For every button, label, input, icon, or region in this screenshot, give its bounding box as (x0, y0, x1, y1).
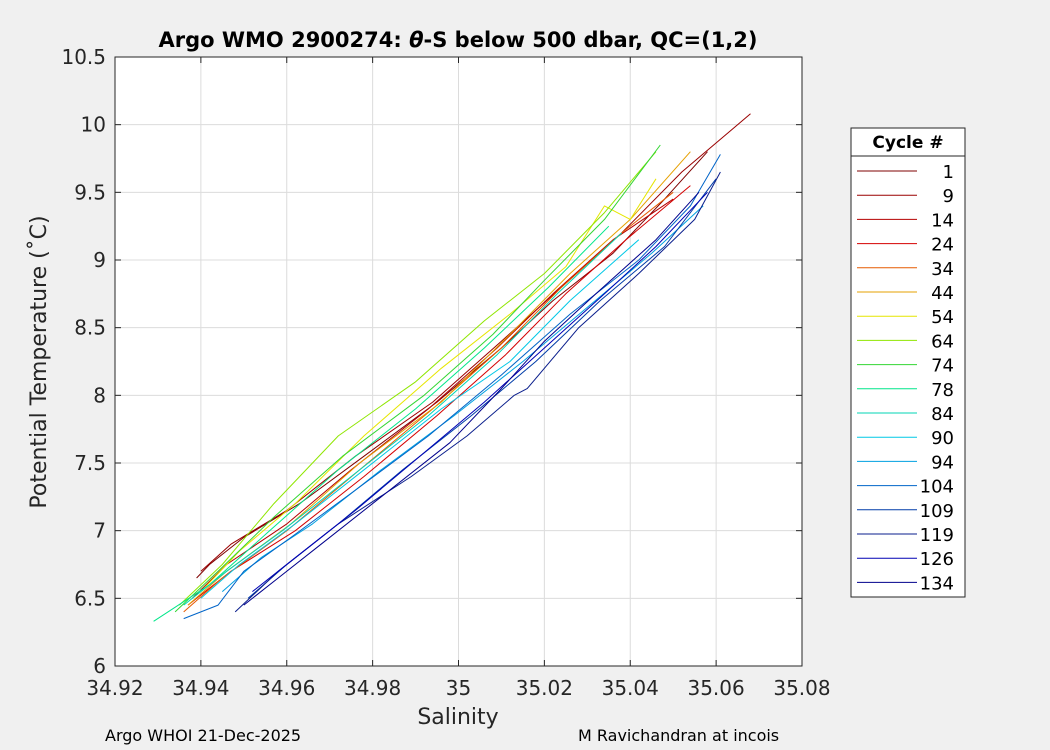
legend-items: 1 9 14 24 34 44 54 64 74 78 84 90 94 104 109 119 126 134 (857, 162, 954, 594)
footer-right: M Ravichandran at incois (578, 726, 780, 745)
series-line-cycle-1 (196, 151, 708, 579)
legend-label-24: 24 (931, 235, 954, 256)
legend-label-90: 90 (931, 428, 954, 449)
series-line-cycle-134 (243, 191, 700, 606)
chart-title: Argo WMO 2900274: θ-S below 500 dbar, QC… (158, 28, 757, 52)
footer-left: Argo WHOI 21-Dec-2025 (105, 726, 302, 745)
series-lines (153, 113, 751, 622)
y-tick-label: 10 (81, 113, 106, 137)
x-tick-label: 35 (446, 676, 471, 700)
x-tick-label: 35.02 (516, 676, 573, 700)
series-line-cycle-90 (200, 239, 640, 599)
legend-label-64: 64 (931, 331, 954, 352)
legend-label-14: 14 (931, 210, 954, 231)
title-prefix: Argo WMO 2900274: (158, 28, 409, 52)
legend-label-44: 44 (931, 283, 954, 304)
x-tick-label: 35.06 (687, 676, 744, 700)
legend-label-119: 119 (920, 525, 954, 546)
legend-label-134: 134 (920, 573, 954, 594)
legend-label-126: 126 (920, 549, 954, 570)
title-theta: θ (409, 28, 423, 52)
legend-label-34: 34 (931, 259, 954, 280)
series-line-cycle-24 (187, 185, 691, 606)
legend-title: Cycle # (872, 133, 943, 153)
series-line-cycle-74 (174, 144, 661, 613)
x-tick-label: 35.08 (773, 676, 830, 700)
series-line-cycle-54 (200, 178, 657, 592)
legend-label-78: 78 (931, 380, 954, 401)
axis-ticks: 34.92 34.94 34.96 34.98 35 35.02 35.04 35.06 35.… (61, 45, 830, 700)
series-line-cycle-84 (183, 232, 623, 606)
y-axis-label: Potential Temperature (˚C) (27, 215, 52, 508)
title-suffix: -S below 500 dbar, QC=(1,2) (424, 28, 758, 52)
y-tick-label: 8.5 (74, 316, 106, 340)
y-tick-label: 10.5 (61, 45, 106, 69)
series-line-cycle-9 (200, 113, 751, 572)
legend: Cycle # 1 9 14 24 34 44 54 64 74 78 84 90 94 104 109 11… (850, 127, 966, 598)
y-tick-label: 9.5 (74, 180, 106, 204)
series-line-cycle-126 (252, 191, 708, 592)
x-axis-label: Salinity (417, 705, 498, 730)
x-tick-label: 35.04 (602, 676, 659, 700)
series-line-cycle-104 (183, 154, 721, 620)
legend-label-1: 1 (943, 162, 954, 183)
x-tick-label: 34.94 (172, 676, 229, 700)
x-tick-label: 34.92 (86, 676, 143, 700)
legend-label-94: 94 (931, 452, 954, 473)
y-tick-label: 8 (93, 383, 106, 407)
y-tick-label: 6.5 (74, 586, 106, 610)
y-tick-label: 7.5 (74, 451, 106, 475)
legend-label-84: 84 (931, 404, 954, 425)
series-line-cycle-64 (179, 151, 657, 606)
legend-label-109: 109 (920, 501, 954, 522)
legend-label-9: 9 (943, 186, 954, 207)
y-tick-label: 9 (93, 248, 106, 272)
y-tick-label: 7 (93, 519, 106, 543)
x-tick-label: 34.98 (344, 676, 401, 700)
legend-box (850, 127, 966, 598)
series-line-cycle-78 (153, 225, 610, 622)
legend-label-74: 74 (931, 356, 954, 377)
x-tick-label: 34.96 (258, 676, 315, 700)
legend-label-54: 54 (931, 307, 954, 328)
y-tick-label: 6 (93, 654, 106, 678)
legend-label-104: 104 (920, 477, 954, 498)
